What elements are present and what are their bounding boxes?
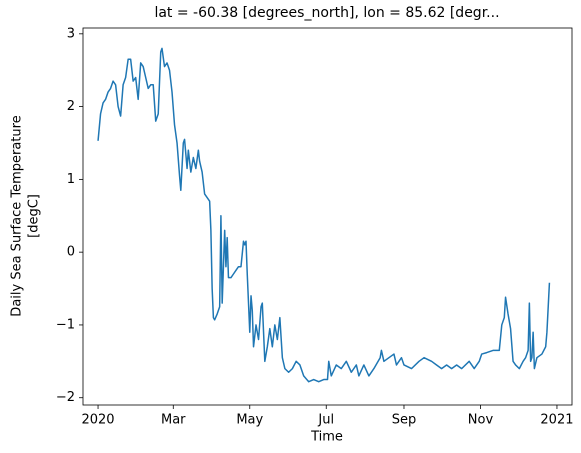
plot-frame — [82, 27, 573, 406]
x-tick-label: Mar — [161, 413, 186, 428]
x-tick-label: May — [236, 413, 263, 428]
x-tick-label: Sep — [392, 413, 417, 428]
line-series — [97, 47, 551, 383]
y-axis-label: Daily Sea Surface Temperature — [10, 115, 25, 316]
x-tick-label: 2021 — [540, 413, 573, 428]
y-tick-label: −2 — [56, 390, 75, 405]
x-tick-label: Nov — [468, 413, 494, 428]
y-tick-label: 2 — [67, 99, 75, 114]
chart-title: lat = -60.38 [degrees_north], lon = 85.6… — [154, 5, 499, 21]
x-axis-label: Time — [310, 430, 343, 445]
x-tick-label: Jul — [317, 413, 334, 428]
y-tick-label: 0 — [67, 245, 75, 260]
y-tick-label: −1 — [56, 317, 75, 332]
y-tick-label: 3 — [67, 26, 75, 41]
x-tick-label: 2020 — [81, 413, 114, 428]
y-tick-label: 1 — [67, 172, 75, 187]
y-axis-label: [degC] — [27, 194, 42, 238]
